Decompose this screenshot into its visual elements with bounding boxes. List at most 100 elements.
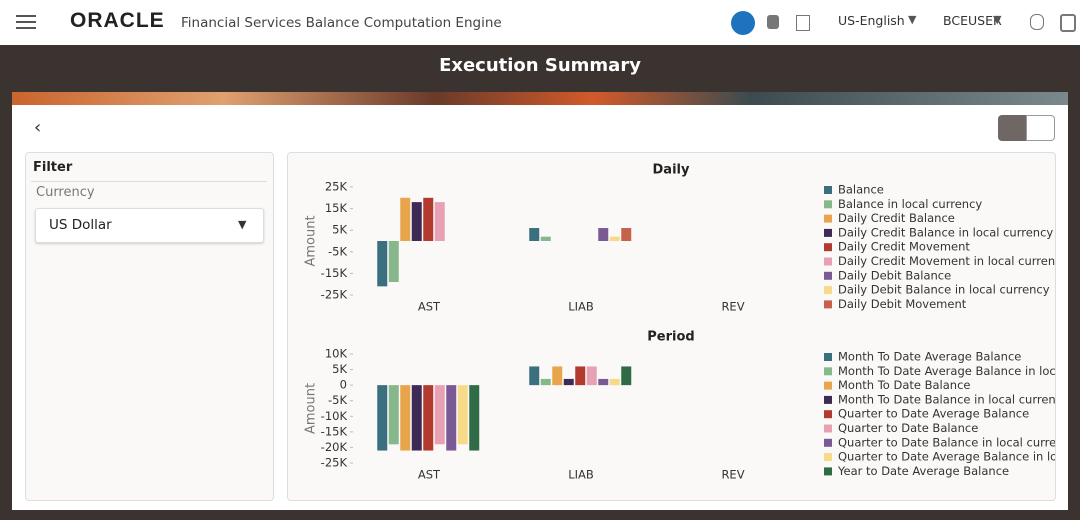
legend-swatch (824, 214, 832, 223)
y-tick-label: -10K (321, 409, 348, 423)
legend-swatch (824, 367, 832, 376)
bar (598, 228, 609, 241)
y-tick-label: -20K (321, 440, 348, 454)
currency-select[interactable]: US Dollar ▼ (35, 208, 264, 243)
y-tick-label: 25K (325, 180, 348, 194)
legend-swatch (824, 453, 832, 462)
charts: Daily Amount 25K 15K 5K -5K -15K -25K AST LIAB REV… (304, 163, 1056, 482)
bar (446, 385, 457, 451)
y-tick-label: 0 (340, 378, 347, 392)
legend-swatch (824, 438, 832, 447)
bar (586, 366, 597, 386)
legend-swatch (824, 228, 832, 237)
x-tick-label: AST (418, 468, 441, 482)
x-tick-label: LIAB (568, 468, 594, 482)
bar (388, 385, 399, 445)
legend-label: Quarter to Date Average Balance in lo... (838, 450, 1055, 464)
y-tick-label: -25K (321, 456, 348, 470)
legend-swatch (824, 200, 832, 209)
legend-label: Month To Date Balance (838, 378, 970, 392)
x-tick-label: REV (721, 468, 744, 482)
bar (552, 366, 563, 386)
language-caret: ▼ (908, 13, 917, 26)
user-icon[interactable] (767, 15, 779, 29)
y-tick-label: 5K (332, 223, 347, 237)
bar (423, 385, 434, 451)
y-tick-label: -5K (328, 393, 347, 407)
bar (621, 366, 632, 386)
legend-label: Month To Date Balance in local currency (838, 392, 1055, 406)
x-tick-label: AST (418, 300, 441, 314)
bar (423, 197, 434, 241)
legend-label: Daily Credit Balance in local currency (838, 225, 1053, 239)
bar (434, 385, 445, 445)
menu-icon[interactable] (16, 14, 38, 30)
bar (529, 228, 540, 241)
legend-swatch (824, 286, 832, 295)
help-icon[interactable] (1060, 14, 1076, 32)
y-tick-label: 5K (332, 362, 347, 376)
page-title: Execution Summary (439, 55, 641, 76)
table-view-button[interactable] (1026, 115, 1055, 141)
legend-label: Quarter to Date Balance (838, 421, 978, 435)
bar (388, 241, 399, 283)
user-caret: ▼ (993, 13, 1002, 26)
chart-view-button[interactable] (998, 115, 1026, 141)
legend-label: Daily Debit Balance (838, 268, 951, 282)
bar (411, 202, 422, 241)
currency-value: US Dollar (49, 217, 112, 233)
chart-title: Period (647, 330, 694, 345)
decoration (12, 92, 1068, 106)
bar (621, 228, 632, 241)
network-icon[interactable] (1030, 14, 1044, 30)
legend-swatch (824, 271, 832, 280)
bar (377, 385, 388, 451)
y-tick-label: -15K (321, 424, 348, 438)
apps-button[interactable] (731, 11, 755, 35)
divider (31, 181, 267, 182)
legend-label: Year to Date Average Balance (837, 464, 1009, 478)
legend-label: Daily Debit Movement (838, 297, 967, 311)
legend-label: Daily Credit Movement (838, 240, 970, 254)
legend-label: Quarter to Date Average Balance (838, 407, 1029, 421)
doc-icon[interactable] (796, 15, 810, 31)
bar (563, 378, 574, 386)
x-tick-label: REV (721, 300, 744, 314)
legend-label: Daily Debit Balance in local currency (838, 283, 1050, 297)
bar (598, 378, 609, 386)
y-tick-label: -5K (328, 244, 347, 258)
x-tick-label: LIAB (568, 300, 594, 314)
bar (400, 385, 411, 451)
language-select[interactable]: US-English (838, 13, 905, 28)
y-axis-label: Amount (304, 215, 319, 266)
header: ORACLE Financial Services Balance Comput… (0, 0, 1080, 46)
legend-swatch (824, 410, 832, 419)
legend-swatch (824, 467, 832, 476)
chart-title: Daily (653, 163, 690, 178)
bar (540, 236, 551, 241)
bar (411, 385, 422, 451)
user-select[interactable]: BCEUSER (943, 13, 1002, 28)
chart-panel: Daily Amount 25K 15K 5K -5K -15K -25K AST LIAB REV… (287, 152, 1056, 501)
filter-title: Filter (33, 160, 73, 175)
legend-label: Daily Credit Balance (838, 211, 955, 225)
y-axis-label: Amount (304, 383, 319, 434)
bar (609, 236, 620, 241)
legend-swatch (824, 186, 832, 194)
y-tick-label: 15K (325, 201, 348, 215)
legend-label: Month To Date Average Balance in loc... (838, 364, 1055, 378)
back-button[interactable]: ‹ (34, 117, 42, 138)
legend-swatch (824, 353, 832, 361)
bar (540, 378, 551, 386)
bar (400, 197, 411, 241)
bar (469, 385, 480, 451)
bar (377, 241, 388, 287)
bar (457, 385, 468, 445)
legend-label: Balance (838, 183, 884, 197)
bar (609, 378, 620, 386)
bar (575, 366, 586, 386)
select-caret: ▼ (238, 218, 247, 231)
y-tick-label: -15K (321, 266, 348, 280)
legend-label: Daily Credit Movement in local currency (838, 254, 1055, 268)
